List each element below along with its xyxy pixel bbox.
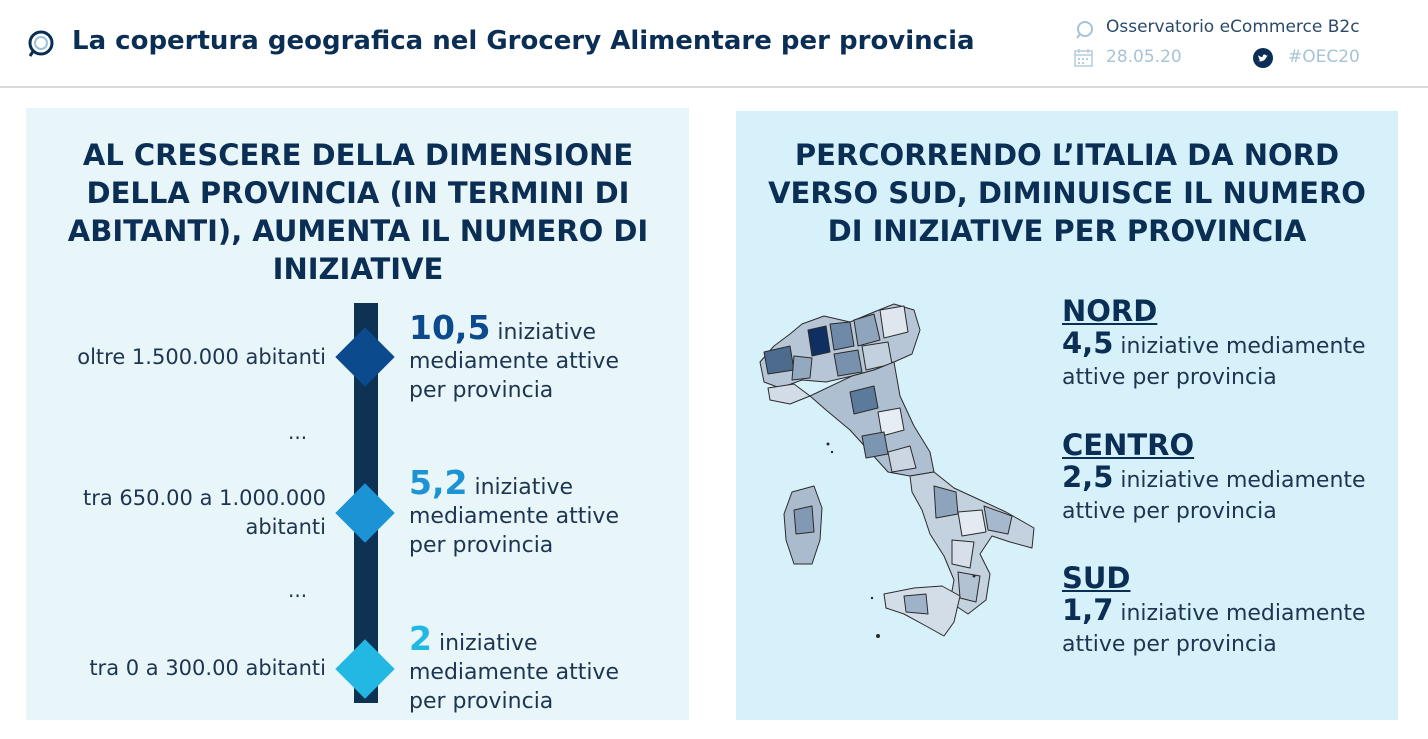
observatory-logo-icon bbox=[28, 30, 54, 57]
region-stat-centro: 2,5 iniziative mediamente attive per pro… bbox=[1062, 462, 1402, 527]
region-text-nord: iniziative mediamente attive per provinc… bbox=[1062, 334, 1366, 390]
level-label-mid: tra 650.00 a 1.000.000 abitanti bbox=[83, 486, 326, 539]
region-value-nord: 4,5 bbox=[1062, 326, 1114, 360]
organization-name: Osservatorio eCommerce B2c bbox=[1106, 17, 1360, 37]
level-stat-low: 2 iniziative mediamente attive per provi… bbox=[409, 622, 659, 716]
ellipsis-1: ... bbox=[288, 420, 308, 444]
level-value-low: 2 bbox=[409, 619, 432, 658]
twitter-icon bbox=[1253, 48, 1273, 68]
level-label-high: oltre 1.500.000 abitanti bbox=[77, 345, 326, 369]
left-panel-title: AL CRESCERE DELLA DIMENSIONE DELLA PROVI… bbox=[67, 138, 649, 286]
right-panel-title: PERCORRENDO L’ITALIA DA NORD VERSO SUD, … bbox=[768, 138, 1366, 248]
level-value-mid: 5,2 bbox=[409, 463, 468, 502]
region-name-centro: CENTRO bbox=[1062, 428, 1195, 462]
level-text-low: iniziative mediamente attive per provinc… bbox=[409, 631, 619, 714]
region-value-sud: 1,7 bbox=[1062, 593, 1114, 627]
region-text-sud: iniziative mediamente attive per provinc… bbox=[1062, 601, 1366, 657]
level-stat-high: 10,5 iniziative mediamente attive per pr… bbox=[409, 311, 659, 405]
level-text-high: iniziative mediamente attive per provinc… bbox=[409, 320, 619, 403]
region-centro: CENTRO 2,5 iniziative mediamente attive … bbox=[1062, 428, 1402, 527]
region-name-nord: NORD bbox=[1062, 294, 1158, 328]
region-text-centro: iniziative mediamente attive per provinc… bbox=[1062, 468, 1366, 524]
page-title: La copertura geografica nel Grocery Alim… bbox=[72, 26, 975, 56]
ellipsis-2: ... bbox=[288, 578, 308, 602]
level-stat-mid: 5,2 iniziative mediamente attive per pro… bbox=[409, 466, 659, 560]
date-label: 28.05.20 bbox=[1106, 47, 1182, 67]
italy-map bbox=[759, 303, 1035, 638]
header: La copertura geografica nel Grocery Alim… bbox=[0, 0, 1428, 88]
level-text-mid: iniziative mediamente attive per provinc… bbox=[409, 475, 619, 558]
region-nord: NORD 4,5 iniziative mediamente attive pe… bbox=[1062, 294, 1402, 393]
region-stat-sud: 1,7 iniziative mediamente attive per pro… bbox=[1062, 595, 1402, 660]
level-label-low: tra 0 a 300.00 abitanti bbox=[89, 656, 326, 680]
region-stat-nord: 4,5 iniziative mediamente attive per pro… bbox=[1062, 328, 1402, 393]
level-value-high: 10,5 bbox=[409, 308, 491, 347]
hashtag-label: #OEC20 bbox=[1288, 47, 1360, 67]
region-sud: SUD 1,7 iniziative mediamente attive per… bbox=[1062, 561, 1402, 660]
region-name-sud: SUD bbox=[1062, 561, 1131, 595]
observatory-small-icon bbox=[1076, 21, 1093, 39]
calendar-icon bbox=[1074, 49, 1093, 67]
region-value-centro: 2,5 bbox=[1062, 460, 1114, 494]
